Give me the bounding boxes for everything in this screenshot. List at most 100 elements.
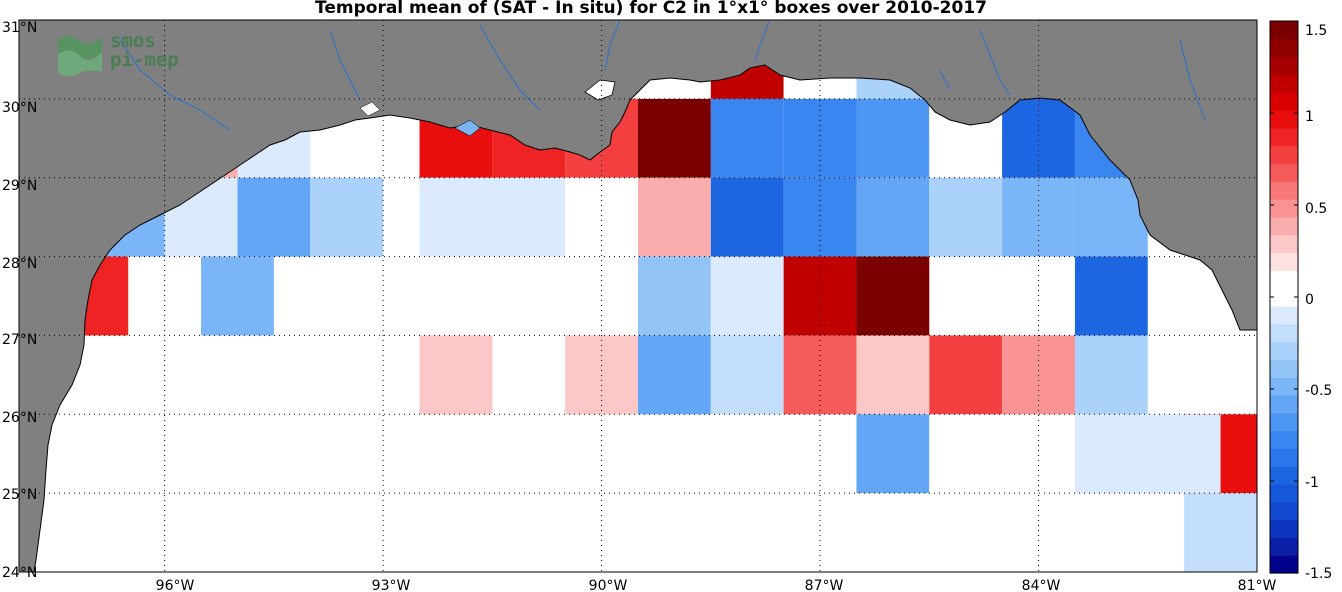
colorbar-swatch: [1270, 483, 1298, 503]
x-tick-label: 81°W: [1238, 578, 1277, 592]
heatmap-cell: [710, 98, 784, 178]
heatmap-cell: [1002, 335, 1075, 415]
colorbar-tick-label: -1: [1305, 475, 1319, 491]
heatmap-cell: [638, 335, 711, 415]
heatmap-cell: [1074, 256, 1148, 336]
y-tick-label: 30°N: [2, 100, 37, 116]
colorbar-swatch: [1270, 145, 1298, 165]
colorbar-swatch: [1270, 74, 1298, 93]
heatmap-cell: [638, 98, 711, 178]
colorbar-tick-label: 1: [1305, 109, 1314, 125]
x-tick-label: 84°W: [1022, 578, 1061, 592]
x-tick-label: 96°W: [156, 578, 195, 592]
heatmap-cell: [1074, 335, 1148, 415]
heatmap-cell: [710, 335, 784, 415]
y-tick-label: 29°N: [2, 178, 37, 194]
logo-line-1: smos: [110, 30, 156, 52]
colorbar: 1.5 1 0.5 0 -0.5 -1 -1.5: [1269, 20, 1332, 582]
colorbar-scale: [1270, 21, 1298, 574]
logo-line-2: pi-mep: [110, 49, 179, 71]
colorbar-swatch: [1270, 537, 1298, 556]
heatmap-cell: [638, 256, 711, 336]
colorbar-swatch: [1270, 394, 1298, 414]
heatmap-cell: [856, 256, 930, 336]
heatmap-cell: [638, 177, 711, 257]
colorbar-tick-label: 0.5: [1305, 201, 1327, 217]
heatmap-cell: [710, 256, 784, 336]
map-frame: [18, 19, 1258, 573]
colorbar-swatch: [1270, 38, 1298, 58]
heatmap-cell: [929, 335, 1003, 415]
colorbar-swatch: [1270, 92, 1298, 111]
colorbar-swatch: [1270, 412, 1298, 432]
colorbar-tick-label: -1.5: [1305, 566, 1332, 582]
colorbar-swatch: [1270, 288, 1298, 307]
x-tick-label: 90°W: [589, 578, 628, 592]
y-tick-label: 24°N: [2, 565, 37, 581]
heatmap-cell: [1002, 177, 1075, 257]
heatmap-cell: [856, 414, 930, 494]
colorbar-tick-label: 0: [1305, 292, 1314, 308]
colorbar-ticks: [1270, 20, 1298, 574]
heatmap-cell: [1002, 98, 1075, 178]
heatmap-cell: [237, 177, 311, 257]
heatmap-cell: [565, 177, 638, 257]
colorbar-swatch: [1270, 341, 1298, 360]
map-plot-area: [18, 19, 1258, 573]
colorbar-swatch: [1270, 21, 1298, 40]
heatmap-cell: [856, 177, 930, 257]
colorbar-swatch: [1270, 181, 1298, 200]
land-mass-north: [18, 19, 1258, 573]
colorbar-swatch: [1270, 430, 1298, 449]
heatmap-cell: [492, 177, 566, 257]
colorbar-swatch: [1270, 234, 1298, 254]
rivers: [119, 19, 1206, 131]
colorbar-swatch: [1270, 359, 1298, 378]
colorbar-swatch: [1270, 305, 1298, 325]
colorbar-swatch: [1270, 127, 1298, 147]
y-tick-label: 31°N: [2, 20, 37, 36]
heatmap-cell: [419, 177, 493, 257]
x-tick-label: 93°W: [372, 578, 411, 592]
coastal-lake: [359, 101, 381, 117]
heatmap-cell: [856, 98, 930, 178]
colorbar-tick-label: 1.5: [1305, 23, 1327, 39]
colorbar-swatch: [1270, 448, 1298, 467]
colorbar-tick-label: -0.5: [1305, 383, 1332, 399]
heatmap-cell: [1074, 414, 1148, 494]
colorbar-swatch: [1270, 377, 1298, 396]
map-gridlines: [19, 20, 1258, 572]
colorbar-swatch: [1270, 466, 1298, 485]
heatmap-cell: [310, 177, 384, 257]
heatmap-cell: [929, 414, 1003, 494]
colorbar-swatch: [1270, 163, 1298, 182]
x-tick-label: 87°W: [805, 578, 844, 592]
heatmap-cell: [1147, 414, 1221, 494]
colorbar-swatch: [1270, 199, 1298, 218]
y-tick-label: 27°N: [2, 332, 37, 348]
y-tick-label: 25°N: [2, 487, 37, 503]
colorbar-swatch: [1270, 501, 1298, 521]
heatmap-cell: [929, 177, 1003, 257]
heatmap-cell: [783, 335, 857, 415]
lake-pontchartrain: [584, 79, 616, 101]
colorbar-swatch: [1270, 270, 1298, 289]
colorbar-swatch: [1270, 110, 1298, 129]
heatmap-cell: [1184, 493, 1257, 572]
colorbar-swatch: [1270, 323, 1298, 343]
heatmap-cell: [419, 335, 493, 415]
map-title: Temporal mean of (SAT - In situ) for C2 …: [315, 0, 987, 18]
heatmap-cell: [783, 177, 857, 257]
heatmap-cell: [201, 256, 274, 336]
y-tick-label: 26°N: [2, 410, 37, 426]
colorbar-swatch: [1270, 555, 1298, 574]
x-axis-labels: 96°W 93°W 90°W 87°W 84°W 81°W: [156, 578, 1277, 592]
heatmap-cell: [710, 177, 784, 257]
logo-waves-icon: [58, 36, 102, 76]
colorbar-swatch: [1270, 252, 1298, 271]
heatmap-cell: [856, 335, 930, 415]
coastal-lake: [454, 119, 481, 137]
smos-pimep-logo: smos pi-mep: [56, 30, 196, 80]
colorbar-swatch: [1270, 216, 1298, 236]
